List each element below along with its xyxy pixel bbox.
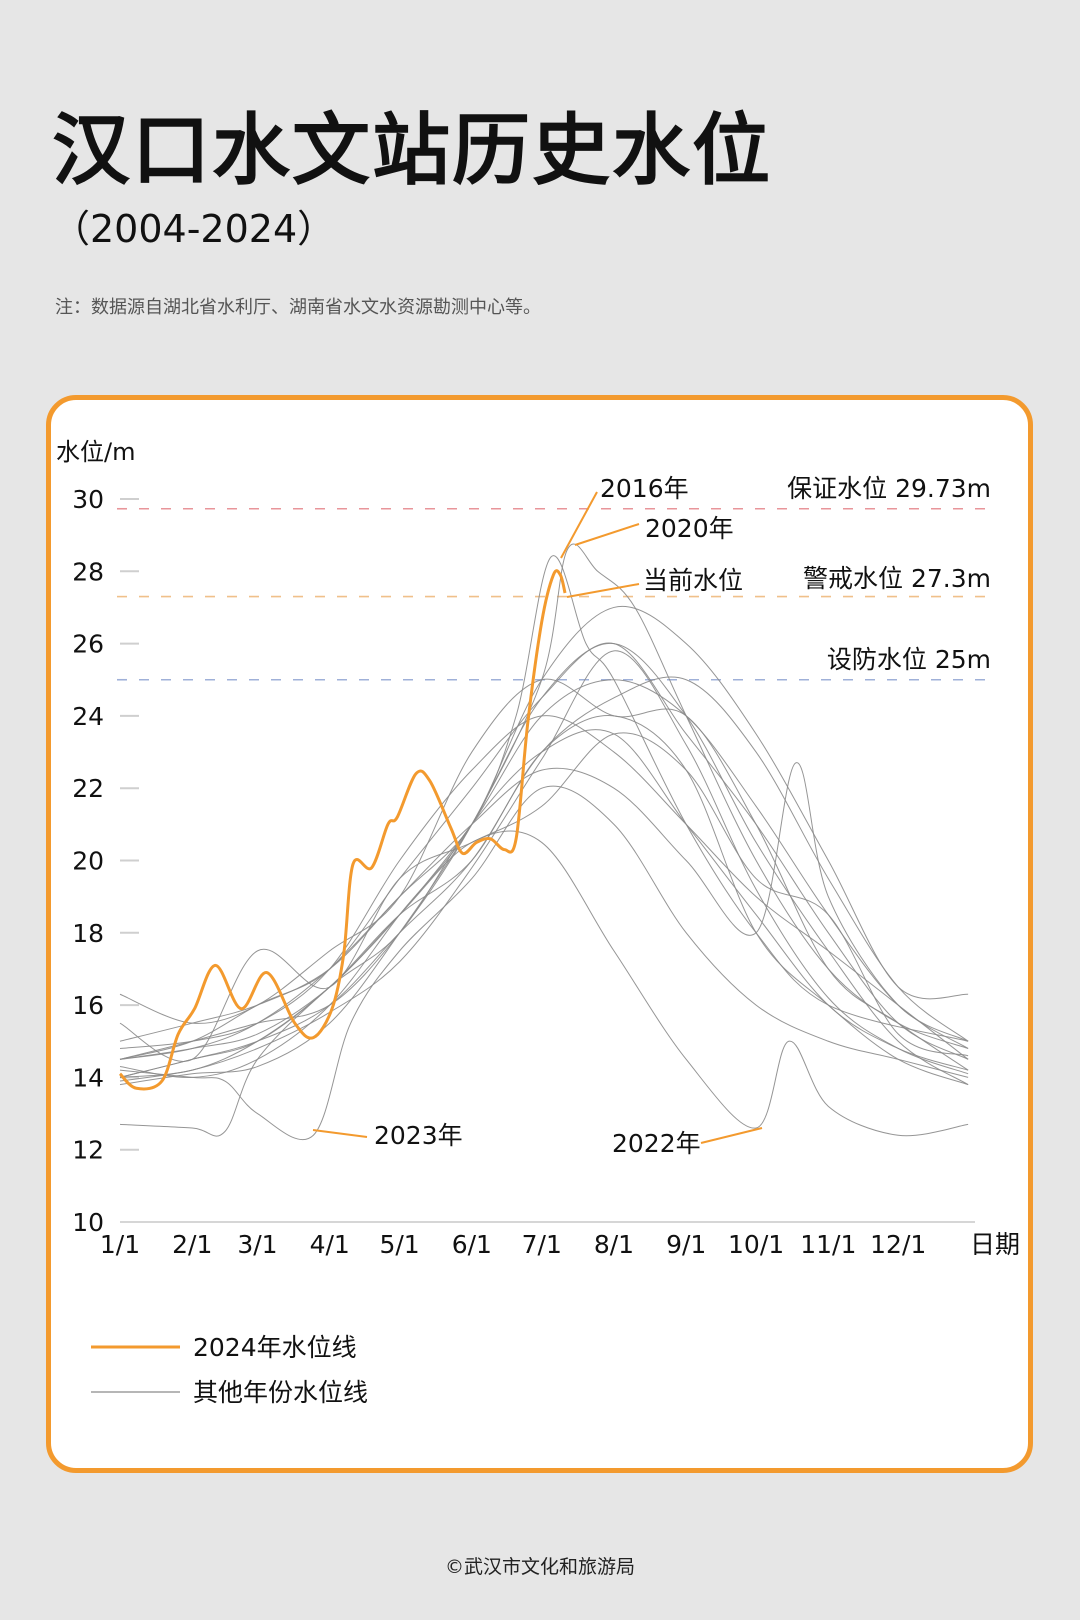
- annotation-label: 2016年: [600, 474, 689, 503]
- other-year-line: [119, 762, 969, 1060]
- chart-card: [46, 395, 1033, 1473]
- y-tick-label: 18: [72, 919, 104, 948]
- x-tick-label: 11/1: [800, 1230, 856, 1259]
- annotation-leader: [312, 1129, 368, 1138]
- other-year-line: [119, 643, 969, 1086]
- reference-line-label: 设防水位 25m: [827, 645, 991, 674]
- other-year-line: [119, 679, 969, 1078]
- annotation-leader: [574, 523, 640, 546]
- x-tick-label: 1/1: [100, 1230, 140, 1259]
- x-tick-label: 8/1: [594, 1230, 634, 1259]
- other-year-line: [119, 830, 969, 1137]
- x-tick-label: 7/1: [522, 1230, 562, 1259]
- x-tick-label: 5/1: [379, 1230, 419, 1259]
- other-year-line: [119, 642, 969, 1060]
- other-year-line: [119, 715, 969, 1086]
- x-tick-label: 9/1: [666, 1230, 706, 1259]
- y-tick-label: 24: [72, 702, 104, 731]
- x-tick-label: 6/1: [452, 1230, 492, 1259]
- annotation-leader: [566, 583, 640, 598]
- other-year-line: [119, 785, 969, 1141]
- other-year-line: [119, 543, 969, 1060]
- annotation-leader: [560, 491, 598, 559]
- other-year-line: [119, 650, 969, 1082]
- other-year-line: [119, 678, 969, 1071]
- y-tick-label: 22: [72, 774, 104, 803]
- y-tick-label: 16: [72, 991, 104, 1020]
- annotation-label: 2020年: [645, 514, 734, 543]
- legend-label-2024: 2024年水位线: [193, 1333, 357, 1362]
- annotation-label: 2023年: [374, 1121, 463, 1150]
- page-subtitle: （2004-2024）: [52, 207, 336, 251]
- x-tick-label: 12/1: [870, 1230, 926, 1259]
- other-year-line: [119, 729, 969, 1137]
- annotation-label: 2022年: [612, 1129, 701, 1158]
- y-tick-label: 14: [72, 1063, 104, 1092]
- y-tick-label: 12: [72, 1136, 104, 1165]
- x-tick-label: 4/1: [310, 1230, 350, 1259]
- x-tick-label: 3/1: [237, 1230, 277, 1259]
- other-year-line: [119, 605, 969, 1078]
- x-tick-label: 10/1: [728, 1230, 784, 1259]
- x-axis-label: 日期: [970, 1230, 1020, 1259]
- reference-line-label: 保证水位 29.73m: [787, 474, 991, 503]
- data-source-note: 注：数据源自湖北省水利厅、湖南省水文水资源勘测中心等。: [55, 297, 541, 318]
- reference-line-label: 警戒水位 27.3m: [803, 564, 991, 593]
- other-year-line: [119, 715, 969, 1060]
- y-tick-label: 26: [72, 630, 104, 659]
- x-tick-label: 2/1: [172, 1230, 212, 1259]
- y-tick-label: 20: [72, 847, 104, 876]
- other-year-line: [119, 732, 969, 1062]
- other-year-line: [119, 676, 969, 1078]
- legend-label-other: 其他年份水位线: [193, 1378, 368, 1407]
- y-axis-label: 水位/m: [56, 438, 135, 466]
- y-tick-label: 30: [72, 485, 104, 514]
- copyright-footer: ©武汉市文化和旅游局: [444, 1556, 635, 1578]
- y-tick-label: 10: [72, 1208, 104, 1237]
- y-tick-label: 28: [72, 557, 104, 586]
- line-2024: [118, 569, 567, 1091]
- annotation-label: 当前水位: [643, 566, 743, 595]
- page-title: 汉口水文站历史水位: [52, 106, 773, 196]
- annotation-leader: [700, 1127, 763, 1144]
